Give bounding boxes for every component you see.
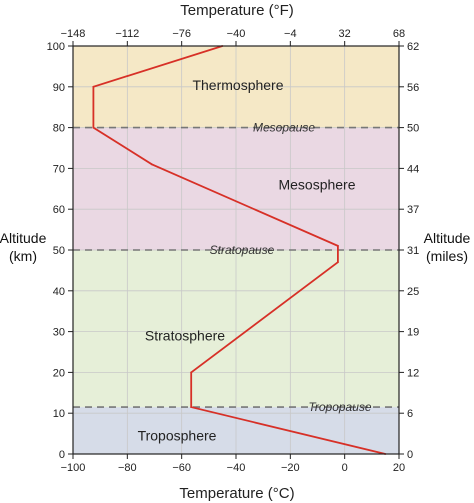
y2-tick-label: 0: [407, 449, 413, 461]
y-axis-title-km-line1: Altitude: [0, 230, 47, 246]
temperature-point: [190, 371, 193, 374]
x-tick-label: 20: [393, 462, 405, 474]
y2-tick-label: 50: [407, 123, 419, 135]
y-tick-label: 60: [53, 204, 65, 216]
y-tick-label: 70: [53, 163, 65, 175]
x-tick-label: 0: [342, 462, 348, 474]
y-tick-label: 20: [53, 367, 65, 379]
x-tick-label: −80: [118, 462, 137, 474]
boundary-label-stratopause: Stratopause: [210, 243, 275, 257]
x2-tick-label: 32: [339, 28, 351, 40]
x-tick-label: −20: [281, 462, 300, 474]
x2-tick-label: −76: [172, 28, 191, 40]
y2-tick-label: 19: [407, 327, 419, 339]
x-axis-title-celsius: Temperature (°C): [179, 485, 294, 502]
layer-labels: Troposphere Stratosphere Mesosphere Thermos…: [138, 77, 356, 444]
y-tick-label: 80: [53, 123, 65, 135]
x2-tick-label: −112: [115, 28, 139, 40]
y2-tick-label: 56: [407, 82, 419, 94]
y-tick-label: 30: [53, 327, 65, 339]
y-tick-label: 0: [59, 449, 65, 461]
y2-tick-label: 31: [407, 245, 419, 257]
layer-label-mesosphere: Mesosphere: [278, 177, 355, 193]
temperature-point: [150, 163, 153, 166]
y-tick-label: 100: [47, 41, 65, 53]
x-tick-label: −60: [172, 462, 191, 474]
y2-tick-label: 12: [407, 367, 419, 379]
y2-tick-label: 25: [407, 286, 419, 298]
y2-tick-label: 37: [407, 204, 419, 216]
axis-ticks: −100 −80 −60 −40 −20 0 20−148 −112 −76 −40 −4 32 680…: [47, 28, 420, 474]
temperature-point: [92, 85, 95, 88]
x2-tick-label: −40: [227, 28, 246, 40]
y2-tick-label: 62: [407, 41, 419, 53]
temperature-point: [336, 245, 339, 247]
layer-boundaries: Tropopause Stratopause Mesopause: [73, 121, 399, 414]
temperature-point: [336, 261, 339, 264]
x2-tick-label: 68: [393, 28, 405, 40]
boundary-label-mesopause: Mesopause: [253, 121, 315, 135]
layer-label-thermosphere: Thermosphere: [192, 77, 283, 93]
x2-tick-label: −148: [61, 28, 86, 40]
y-tick-label: 90: [53, 82, 65, 94]
y-tick-label: 10: [53, 408, 65, 420]
layer-label-stratosphere: Stratosphere: [145, 328, 225, 344]
x-tick-label: −100: [61, 462, 86, 474]
y2-tick-label: 6: [407, 408, 413, 420]
y-axis-title-miles-line2: (miles): [426, 248, 468, 264]
x-axis-title-fahrenheit: Temperature (°F): [180, 2, 294, 19]
y-tick-label: 50: [53, 245, 65, 257]
y2-tick-label: 44: [407, 163, 419, 175]
temperature-point: [92, 126, 95, 129]
y-axis-title-km-line2: (km): [9, 248, 37, 264]
temperature-point: [190, 406, 193, 408]
temperature-profile: [92, 45, 387, 455]
y-axis-title-miles-line1: Altitude: [424, 230, 471, 246]
boundary-label-tropopause: Tropopause: [308, 400, 371, 414]
y-tick-label: 40: [53, 286, 65, 298]
x2-tick-label: −4: [284, 28, 297, 40]
layer-label-troposphere: Troposphere: [138, 428, 217, 444]
x-tick-label: −40: [227, 462, 246, 474]
